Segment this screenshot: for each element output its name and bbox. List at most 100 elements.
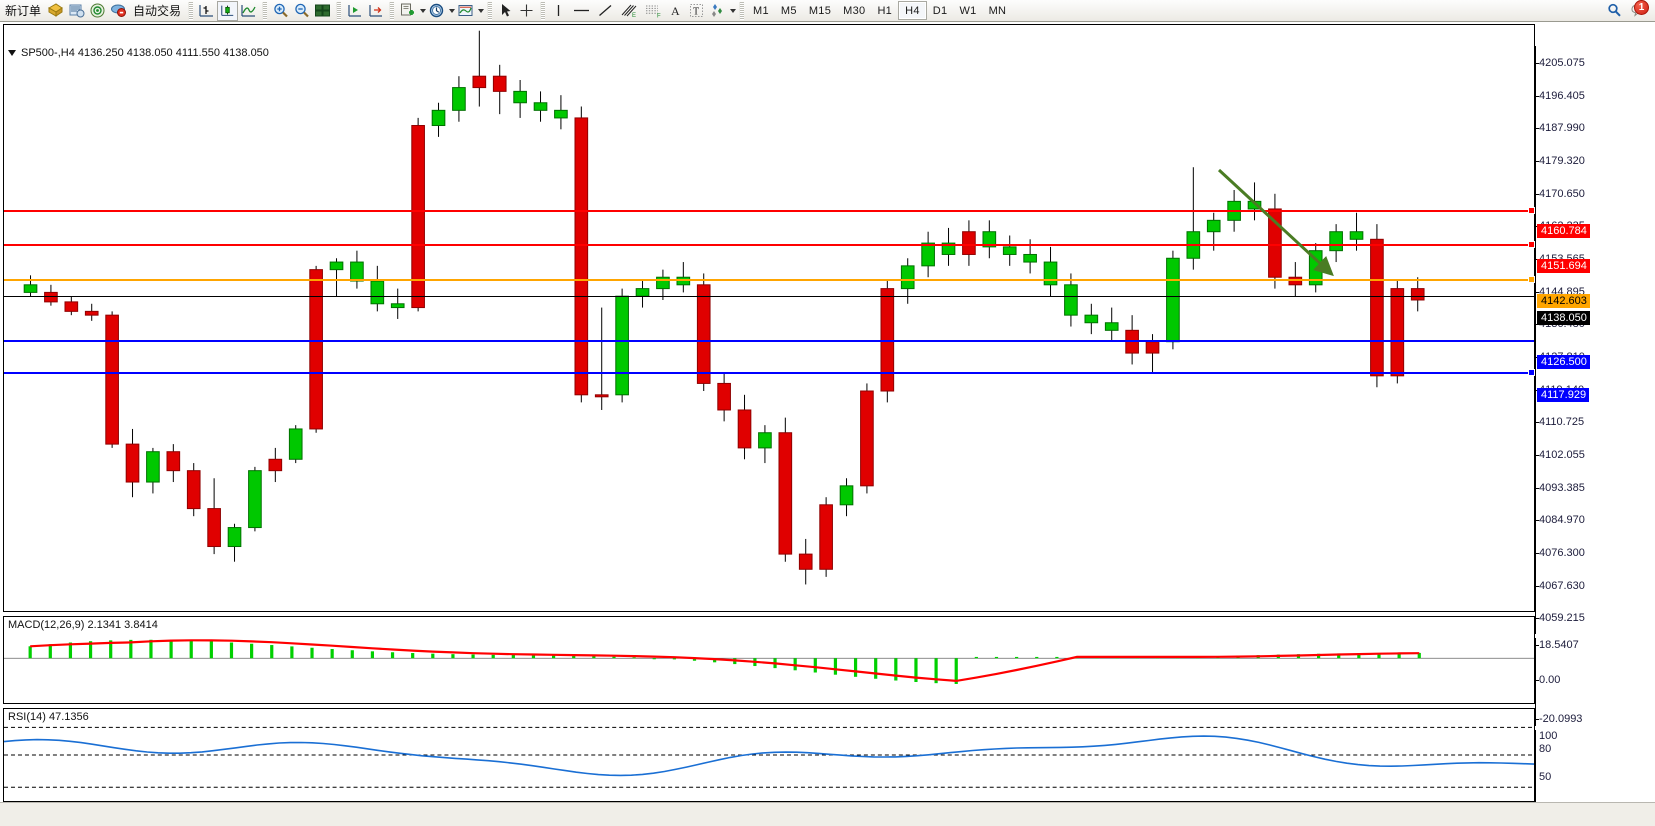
horizontal-line-glyph	[574, 9, 590, 12]
templates-icon[interactable]	[455, 1, 476, 21]
price-level-tag[interactable]: 4151.694	[1537, 258, 1590, 273]
price-level-tag[interactable]: 4160.784	[1537, 224, 1590, 239]
price-tick: 4196.405	[1535, 89, 1585, 102]
chart-canvas-area[interactable]: SP500-,H4 4136.250 4138.050 4111.550 413…	[0, 22, 1655, 826]
rsi-pane[interactable]: RSI(14) 47.1356	[3, 708, 1535, 802]
signals-glyph	[90, 3, 105, 18]
period-clock-icon[interactable]	[426, 1, 447, 21]
price-tick: 4187.990	[1535, 121, 1585, 134]
search-icon[interactable]	[1604, 1, 1625, 21]
notifications-icon[interactable]: 1	[1625, 0, 1651, 21]
add-indicator-icon[interactable]	[397, 1, 418, 21]
macd-scale[interactable]: 18.5407 0.00 -20.0993	[1534, 638, 1655, 726]
equidistant-channel-icon[interactable]: E	[617, 1, 641, 21]
objects-dropdown-caret[interactable]	[730, 8, 737, 13]
price-pane[interactable]	[3, 24, 1535, 612]
macd-pane[interactable]: MACD(12,26,9) 2.1341 3.8414	[3, 616, 1535, 704]
toolbar-separator	[739, 1, 745, 20]
cursor-glyph	[502, 4, 511, 17]
rsi-label: RSI(14) 47.1356	[8, 711, 89, 723]
bar-chart-icon[interactable]	[196, 1, 217, 21]
price-level-tag[interactable]: 4142.603	[1537, 293, 1590, 308]
bar-chart-glyph	[199, 5, 214, 17]
price-level-tag[interactable]: 4126.500	[1537, 354, 1590, 369]
timeframe-w1[interactable]: W1	[959, 4, 977, 17]
zoom-out-icon[interactable]	[291, 1, 312, 21]
add-indicator-glyph	[401, 3, 415, 16]
status-strip	[0, 802, 1655, 826]
level-drag-handle[interactable]	[1528, 275, 1535, 283]
tile-windows-glyph	[315, 4, 331, 17]
text-icon[interactable]: A	[665, 1, 686, 21]
objects-icon[interactable]	[707, 1, 728, 21]
period-dropdown-caret[interactable]	[449, 8, 456, 13]
horizontal-line-icon[interactable]	[569, 1, 594, 21]
trendline-icon[interactable]	[594, 1, 617, 21]
fibonacci-icon[interactable]: F	[641, 1, 665, 21]
level-line-stroke	[4, 372, 1534, 375]
level-drag-handle[interactable]	[1528, 369, 1535, 377]
timeframe-m30[interactable]: M30	[843, 4, 866, 17]
auto-scroll-icon[interactable]	[365, 1, 386, 21]
line-chart-glyph	[241, 5, 256, 17]
trendline-glyph	[599, 5, 612, 16]
auto-trading-icon[interactable]	[108, 1, 129, 21]
price-tick: 4093.385	[1535, 481, 1585, 494]
rsi-tick: 100	[1539, 730, 1558, 742]
macd-tick: 18.5407	[1535, 639, 1579, 651]
candlestick-chart-icon[interactable]	[217, 0, 239, 21]
timeframe-m1[interactable]: M1	[753, 4, 769, 17]
timeframe-h4[interactable]: H4	[898, 1, 927, 20]
tile-windows-icon[interactable]	[312, 1, 333, 21]
toolbar-separator	[336, 1, 342, 20]
price-level-tag[interactable]: 4138.050	[1537, 310, 1590, 325]
auto-trading-button[interactable]: 自动交易	[133, 4, 182, 18]
text-glyph: A	[671, 4, 680, 18]
templates-dropdown-caret[interactable]	[478, 8, 485, 13]
macd-tick: -20.0993	[1534, 713, 1583, 725]
signals-icon[interactable]	[87, 1, 108, 21]
candlestick-chart-glyph	[221, 5, 234, 16]
main-toolbar: 新订单	[0, 0, 1655, 22]
price-tick: 4059.215	[1535, 611, 1585, 624]
vertical-line-icon[interactable]	[548, 1, 569, 21]
timeframe-mn[interactable]: MN	[988, 4, 1007, 17]
chart-symbol-header: SP500-,H4 4136.250 4138.050 4111.550 413…	[8, 47, 269, 59]
vertical-line-glyph	[557, 5, 560, 16]
crosshair-icon[interactable]	[516, 1, 537, 21]
data-window-icon[interactable]	[45, 1, 66, 21]
timeframe-m5[interactable]: M5	[780, 4, 797, 17]
candlestick-series	[23, 30, 1425, 585]
timeframe-h1[interactable]: H1	[877, 4, 893, 17]
toolbar-separator	[540, 1, 546, 20]
level-line-stroke	[4, 209, 1534, 212]
zoom-in-icon[interactable]	[270, 1, 291, 21]
chart-symbol-ohlc-text: SP500-,H4 4136.250 4138.050 4111.550 413…	[21, 47, 269, 59]
timeframe-d1[interactable]: D1	[932, 4, 948, 17]
objects-glyph	[712, 4, 723, 17]
level-drag-handle[interactable]	[1528, 206, 1535, 214]
price-level-tag[interactable]: 4117.929	[1537, 387, 1590, 402]
price-tick: 4076.300	[1535, 546, 1585, 559]
chart-shift-icon[interactable]	[344, 1, 365, 21]
toolbar-separator	[262, 1, 268, 20]
new-order-button[interactable]: 新订单	[5, 4, 42, 18]
price-tick: 4084.970	[1535, 513, 1585, 526]
timeframe-m15[interactable]: M15	[808, 4, 832, 17]
market-watch-glyph	[69, 4, 85, 18]
level-drag-handle[interactable]	[1528, 241, 1535, 249]
search-glyph	[1608, 3, 1621, 17]
price-scale[interactable]: 4205.075 4196.405 4187.990 4179.320 4170.650…	[1534, 46, 1655, 634]
market-watch-icon[interactable]	[66, 1, 87, 21]
price-tick: 4179.320	[1535, 154, 1585, 167]
price-tick: 4170.650	[1535, 187, 1585, 200]
line-chart-icon[interactable]	[238, 1, 259, 21]
add-indicator-dropdown-caret[interactable]	[420, 8, 427, 13]
text-label-icon[interactable]: T	[686, 1, 707, 21]
chart-shift-glyph	[348, 5, 362, 17]
macd-label: MACD(12,26,9) 2.1341 3.8414	[8, 619, 158, 631]
chart-collapse-icon[interactable]	[8, 50, 16, 56]
cursor-icon[interactable]	[495, 1, 516, 21]
data-window-glyph	[48, 3, 63, 17]
